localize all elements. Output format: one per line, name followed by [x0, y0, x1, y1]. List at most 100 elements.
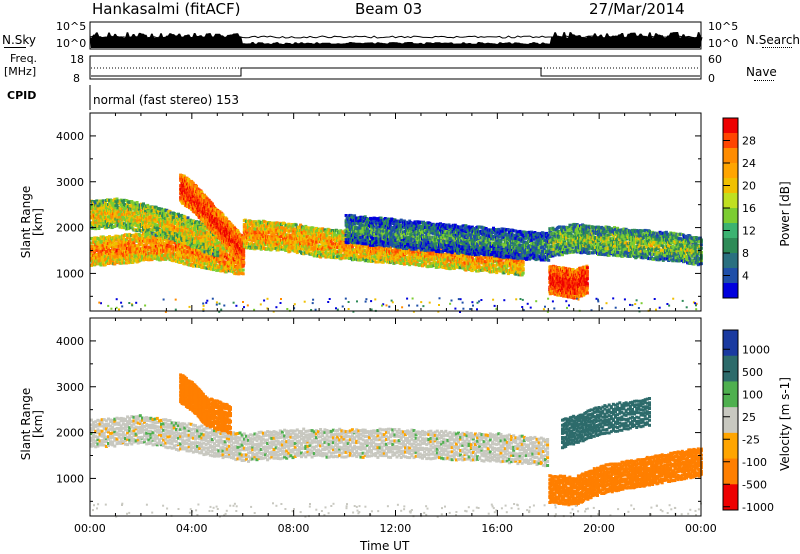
power-cell [156, 236, 160, 239]
power-cell [175, 258, 179, 262]
power-cell [119, 210, 123, 214]
power-cell [220, 267, 224, 271]
power-cell [120, 251, 124, 255]
power-cell [184, 252, 188, 256]
power-cell [182, 252, 186, 256]
power-cell [165, 245, 169, 249]
power-cell [123, 246, 127, 250]
power-cell [103, 201, 107, 205]
power-cell [133, 234, 137, 238]
power-cell [130, 242, 134, 246]
power-cell [186, 250, 190, 254]
power-cell [144, 238, 148, 242]
freq-right-tick-top: 60 [708, 53, 722, 66]
power-cell [184, 244, 188, 247]
power-cell [155, 213, 159, 217]
power-cell [192, 253, 196, 257]
power-cell [135, 201, 139, 204]
noise-search-trace [89, 35, 702, 39]
power-cell [199, 225, 203, 229]
power-cell [163, 256, 167, 260]
power-cell [155, 233, 159, 237]
power-cell [210, 265, 214, 269]
power-cell [109, 259, 113, 263]
power-cell [118, 242, 122, 246]
power-cell [135, 257, 139, 261]
power-cell [186, 232, 190, 236]
power-cell [105, 220, 109, 224]
power-cell [200, 247, 204, 251]
power-cell [107, 247, 110, 251]
power-cell [148, 256, 152, 259]
power-cell [109, 224, 113, 228]
power-cell [164, 225, 168, 229]
power-cell [116, 234, 120, 238]
power-cell [134, 204, 138, 208]
power-cell [117, 219, 121, 223]
power-cell [100, 201, 104, 205]
noise-search-legend-line [762, 47, 792, 48]
power-cell [146, 213, 150, 217]
freq-left-tick-top: 18 [70, 53, 84, 66]
freq-left-tick-bottom: 8 [73, 72, 80, 85]
power-cell [198, 220, 202, 224]
power-cell [127, 209, 131, 213]
power-cell [97, 215, 101, 219]
power-cell [221, 257, 225, 261]
power-cell [133, 212, 137, 216]
power-cell [208, 264, 212, 268]
power-cell [163, 245, 167, 249]
power-cell [188, 249, 192, 253]
power-cell [225, 256, 229, 260]
power-cell [144, 209, 148, 213]
power-panel-data [90, 173, 703, 313]
power-cell [136, 224, 140, 228]
power-cell [168, 258, 172, 262]
power-cell [113, 197, 117, 201]
power-cell [237, 269, 241, 273]
power-cell [186, 216, 190, 220]
power-cell [126, 240, 130, 244]
power-cell [178, 234, 181, 238]
power-cell [125, 258, 128, 261]
power-cell [218, 241, 222, 245]
power-cell [113, 206, 117, 209]
power-cell [142, 218, 145, 222]
power-cell [100, 207, 104, 211]
power-cell [146, 208, 150, 212]
power-cell [90, 263, 93, 267]
power-cell [133, 248, 137, 252]
power-cell [216, 243, 220, 247]
power-cell [94, 201, 98, 205]
power-cell [206, 245, 210, 249]
power-cell [241, 272, 245, 276]
power-cell [236, 267, 240, 271]
power-cell [113, 219, 117, 223]
power-cell [102, 241, 106, 245]
power-cell [103, 263, 107, 267]
noise-sky-trace [90, 32, 703, 48]
power-cell [183, 215, 187, 219]
power-cell [217, 265, 221, 269]
power-cell [216, 254, 220, 258]
power-cell [145, 253, 149, 257]
power-cell [127, 261, 131, 265]
power-cell [109, 204, 113, 208]
power-cell [156, 225, 160, 229]
power-cell [170, 220, 174, 224]
power-cell [95, 210, 99, 214]
power-cell [189, 224, 193, 228]
power-cell [120, 226, 124, 230]
power-cell [119, 250, 123, 253]
power-cell [94, 227, 98, 231]
power-cell [117, 259, 121, 263]
power-cell [112, 217, 116, 220]
power-cell [99, 221, 103, 225]
power-cell [197, 263, 201, 267]
power-cell [115, 236, 119, 240]
power-cell [200, 190, 204, 194]
noise-search-label: N.Search [746, 33, 800, 47]
power-cell [104, 217, 108, 221]
freq-trace [91, 67, 700, 77]
power-cell [112, 245, 116, 249]
